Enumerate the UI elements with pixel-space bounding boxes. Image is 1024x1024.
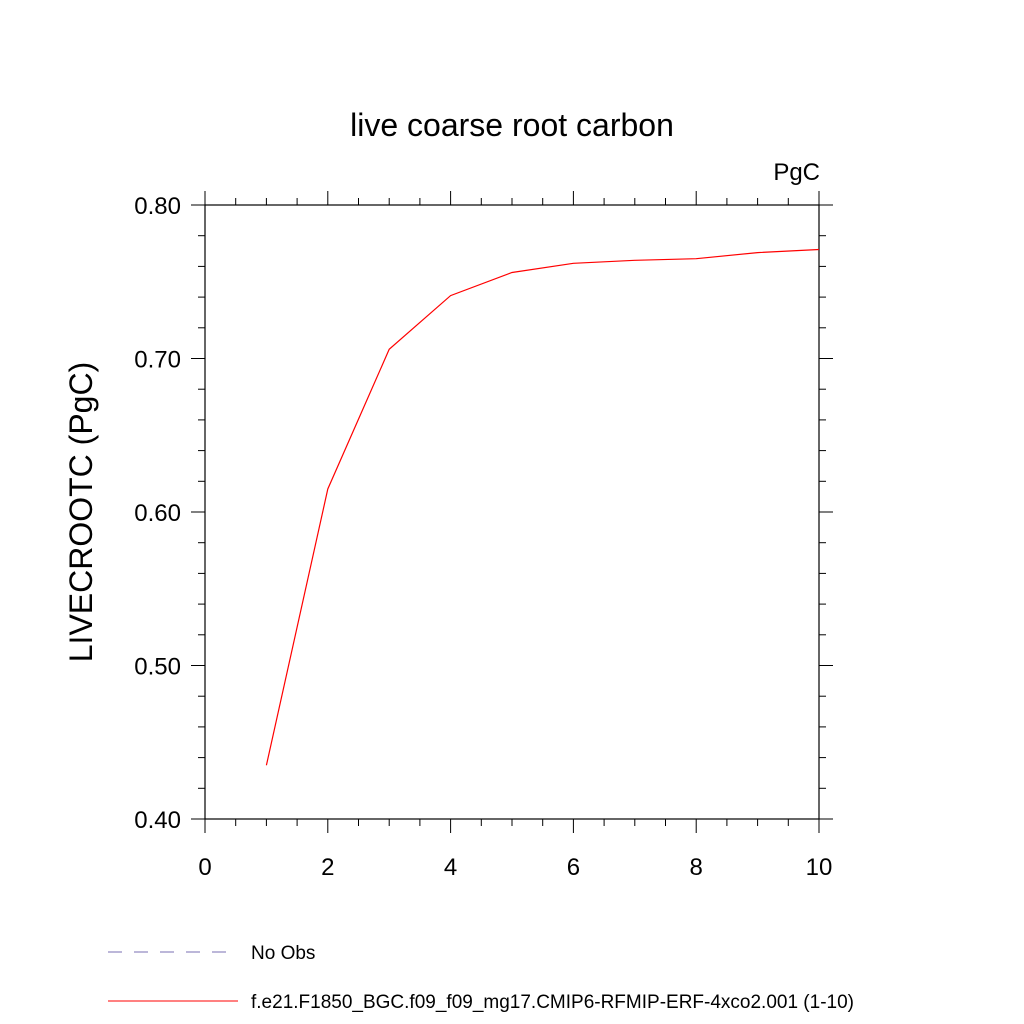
x-tick-label: 4 [444,854,457,881]
x-tick-label: 0 [198,854,211,881]
x-tick-label: 10 [806,854,833,881]
chart-title: live coarse root carbon [350,107,674,143]
legend-label-0: No Obs [251,943,315,964]
series-group [265,248,820,766]
y-tick-label: 0.50 [134,654,181,681]
x-tick-label: 8 [690,854,703,881]
legend: No Obs f.e21.F1850_BGC.f09_f09_mg17.CMIP6… [108,943,854,1013]
y-axis-label: LIVECROOTC (PgC) [63,362,99,662]
y-tick-labels: 0.40 0.50 0.60 0.70 0.80 [134,193,181,834]
y-tick-label: 0.80 [134,193,181,220]
plot-frame [204,204,820,820]
axis-ticks [191,191,833,833]
series-line-0 [265,248,820,766]
y-tick-label: 0.60 [134,500,181,527]
x-tick-label: 2 [321,854,334,881]
y-tick-label: 0.70 [134,347,181,374]
y-tick-label: 0.40 [134,807,181,834]
x-tick-labels: 0 2 4 6 8 10 [198,854,832,881]
x-tick-label: 6 [567,854,580,881]
legend-label-1: f.e21.F1850_BGC.f09_f09_mg17.CMIP6-RFMIP… [251,992,854,1013]
units-label: PgC [773,159,820,186]
